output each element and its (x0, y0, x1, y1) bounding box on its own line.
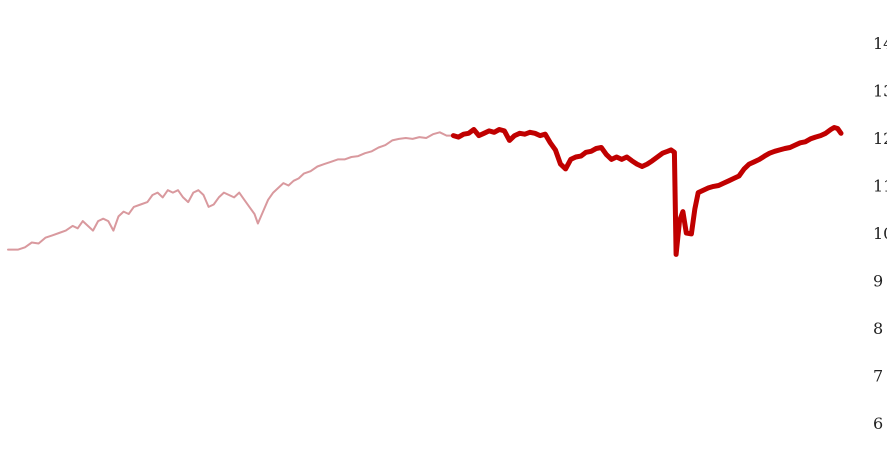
y-tick-label: 7 (873, 367, 883, 386)
y-tick-label: 9 (873, 272, 883, 291)
y-tick-label: 6 (873, 414, 883, 433)
y-tick-label: 10 (873, 224, 887, 243)
y-tick-label: 12 (873, 129, 887, 148)
y-tick-label: 13 (873, 82, 887, 101)
series-layer (7, 125, 844, 257)
y-tick-label: 8 (873, 319, 883, 338)
y-tick-label: 11 (873, 177, 887, 196)
series-line-history (7, 131, 455, 251)
y-axis: 6 7 8 9 10 11 12 13 14 (873, 34, 887, 433)
series-line-current (450, 125, 844, 257)
y-tick-label: 14 (873, 34, 887, 53)
